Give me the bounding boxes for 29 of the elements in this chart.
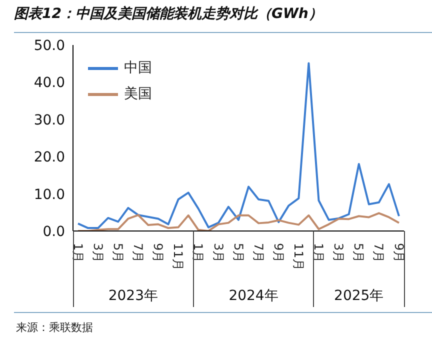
x-tick-label: 9月 bbox=[392, 243, 406, 263]
source-note: 来源：乘联数据 bbox=[16, 320, 93, 335]
x-tick-label: 7月 bbox=[372, 243, 386, 263]
y-tick-label: 20.0 bbox=[34, 150, 65, 166]
line-series bbox=[77, 62, 400, 230]
legend-label: 中国 bbox=[124, 59, 152, 78]
x-tick-label: 7月 bbox=[251, 243, 266, 263]
legend-label: 美国 bbox=[124, 85, 152, 104]
y-tick-label: 30.0 bbox=[34, 112, 65, 128]
x-tick-label: 3月 bbox=[90, 243, 105, 263]
y-tick-label: 40.0 bbox=[34, 75, 65, 92]
line-series bbox=[77, 212, 400, 231]
text: 2025年 bbox=[333, 287, 385, 305]
y-tick-label: 0.0 bbox=[42, 224, 65, 240]
x-tick-label: 9月 bbox=[151, 243, 166, 263]
x-tick-label: 5月 bbox=[231, 243, 246, 263]
x-tick-label: 7月 bbox=[130, 243, 145, 263]
x-tick-label: 5月 bbox=[110, 243, 125, 263]
y-tick-label: 10.0 bbox=[34, 186, 65, 203]
text: 2024年 bbox=[228, 287, 280, 305]
x-tick-label: 5月 bbox=[352, 243, 366, 263]
x-tick-label: 3月 bbox=[211, 243, 226, 263]
chart-title: 图表12：中国及美国储能装机走势对比（GWh） bbox=[14, 5, 322, 23]
x-tick-label: 11月 bbox=[291, 243, 306, 270]
x-tick-label: 3月 bbox=[332, 243, 346, 263]
text: 2023年 bbox=[107, 287, 159, 305]
x-tick-label: 9月 bbox=[271, 243, 286, 263]
y-tick-label: 50.0 bbox=[34, 38, 65, 54]
x-tick-label: 11月 bbox=[171, 243, 186, 270]
